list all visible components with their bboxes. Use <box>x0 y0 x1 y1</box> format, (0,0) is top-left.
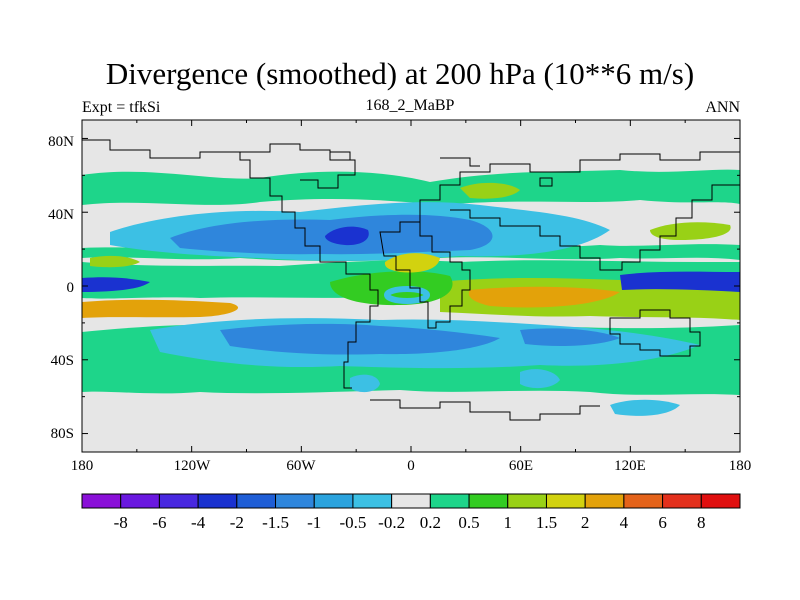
coast-north-america <box>82 139 330 263</box>
coast-asia-east <box>450 184 740 271</box>
colorbar-label: -1.5 <box>262 513 289 532</box>
chart-title: Divergence (smoothed) at 200 hPa (10**6 … <box>105 56 695 91</box>
colorbar-swatch <box>468 493 509 509</box>
colorbar-label: 2 <box>581 513 590 532</box>
coastline <box>82 139 740 421</box>
center-subtitle: 168_2_MaBP <box>365 97 455 114</box>
x-tick-label: 180 <box>71 458 94 474</box>
coast-africa-west <box>379 221 471 329</box>
colorbar: -8 -6 -4 -2 -1.5 -1 -0.5 -0.2 0.2 0.5 1 1.5 2 4 6 8 <box>81 493 741 532</box>
contour-yellow-africa <box>384 253 440 273</box>
colorbar-label: 1.5 <box>536 513 557 532</box>
x-tick-label: 120W <box>174 458 212 474</box>
contour-orange-west <box>82 299 239 318</box>
colorbar-label: 0.5 <box>458 513 479 532</box>
colorbar-swatch <box>352 493 393 509</box>
y-tick-label: 40N <box>48 207 74 223</box>
contour-cyan-south-indian <box>520 369 560 389</box>
contour-lime-west-tropic <box>90 255 140 268</box>
x-tick-label: 180 <box>729 458 752 474</box>
colorbar-label: -4 <box>191 513 206 532</box>
x-tick-label: 60E <box>509 458 533 474</box>
season-label: ANN <box>705 99 740 116</box>
colorbar-swatch <box>700 493 741 509</box>
contour-cyan-farsouth <box>610 399 680 416</box>
colorbar-label: -1 <box>307 513 321 532</box>
colorbar-swatch <box>313 493 354 509</box>
coast-south-america <box>330 261 379 389</box>
contour-darkblue-east-equator <box>620 271 740 292</box>
coast-australia <box>609 309 701 357</box>
contour-cyan-south-atlantic <box>350 374 380 393</box>
colorbar-swatch <box>81 493 122 509</box>
colorbar-swatch <box>662 493 702 509</box>
y-tick-label: 80N <box>48 134 74 150</box>
colorbar-swatch <box>236 493 277 509</box>
colorbar-swatch <box>429 493 470 509</box>
colorbar-label: -6 <box>152 513 166 532</box>
colorbar-swatch <box>584 493 625 509</box>
colorbar-swatch <box>623 493 664 509</box>
colorbar-label: 4 <box>620 513 629 532</box>
colorbar-label: 6 <box>658 513 667 532</box>
tick-marks <box>81 120 741 452</box>
colorbar-label: -8 <box>114 513 128 532</box>
contour-ring-africa <box>384 286 430 304</box>
contour-darkblue-west-equator <box>82 277 150 292</box>
colorbar-label: 8 <box>697 513 706 532</box>
divergence-field <box>82 120 740 452</box>
x-tick-label: 0 <box>407 458 415 474</box>
contour-deepblue-north <box>325 226 369 246</box>
x-tick-label: 60W <box>286 458 316 474</box>
contour-blue-south-east <box>520 328 620 346</box>
y-tick-label: 80S <box>51 426 74 442</box>
y-tick-label: 0 <box>67 280 75 296</box>
colorbar-label: -0.5 <box>339 513 366 532</box>
colorbar-swatch <box>391 493 431 509</box>
colorbar-label: 0.2 <box>420 513 441 532</box>
colorbar-swatch <box>275 493 315 509</box>
coast-north-islands <box>330 151 553 187</box>
y-tick-label: 40S <box>51 353 74 369</box>
colorbar-label: -2 <box>230 513 244 532</box>
x-tick-label: 120E <box>614 458 646 474</box>
colorbar-swatch <box>507 493 547 509</box>
coast-greenland <box>230 143 356 189</box>
experiment-label: Expt = tfkSi <box>82 99 161 116</box>
colorbar-swatch <box>158 493 199 509</box>
colorbar-swatch <box>545 493 586 509</box>
contour-lime-north-africa <box>460 182 520 199</box>
contour-blue-south <box>220 323 500 355</box>
colorbar-swatch <box>197 493 238 509</box>
coast-eurasia <box>419 151 740 222</box>
colorbar-label: -0.2 <box>378 513 405 532</box>
coast-antarctica <box>370 399 600 421</box>
colorbar-label: 1 <box>504 513 513 532</box>
contour-orange-equator <box>468 286 620 308</box>
colorbar-swatch <box>120 493 160 509</box>
